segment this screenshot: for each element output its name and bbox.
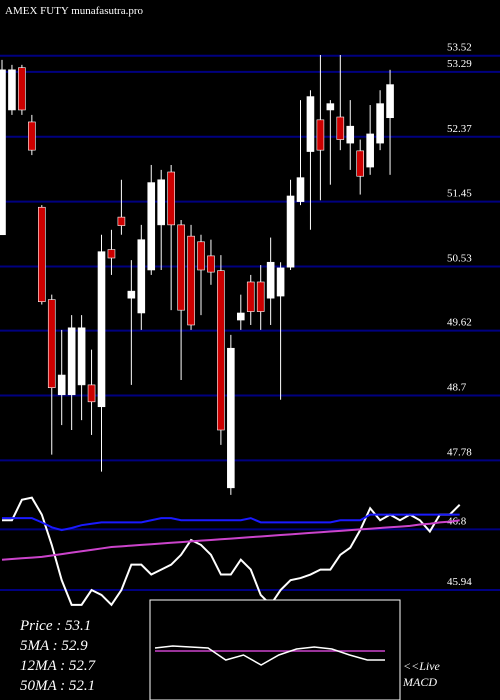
candle-body [0, 69, 6, 236]
candle-body [57, 374, 66, 396]
candle-body [97, 251, 106, 408]
candle-body [28, 121, 36, 151]
legend-entry: Price : 53.1 [19, 618, 91, 634]
y-tick-label: 48.7 [447, 381, 467, 393]
candle-body [147, 182, 156, 271]
candle-body [346, 125, 355, 144]
candle-body [117, 216, 126, 226]
y-tick-label: 53.29 [447, 58, 472, 70]
candle-body [276, 267, 285, 297]
candle-body [246, 281, 255, 312]
y-tick-label: 49.62 [447, 317, 472, 329]
macd-line [154, 645, 385, 666]
candle-body [296, 177, 305, 202]
candle-body [107, 249, 116, 259]
candle-body [8, 69, 16, 111]
candle-body [366, 133, 374, 168]
y-tick-label: 47.78 [447, 446, 472, 458]
y-tick-label: 53.52 [447, 42, 472, 54]
candle-body [187, 235, 195, 326]
candle-body [207, 255, 215, 273]
candle-body [87, 384, 96, 403]
indicator-line [2, 513, 460, 532]
candle-body [47, 299, 56, 389]
candle-body [18, 67, 26, 111]
legend-entry: 5MA : 52.9 [20, 638, 88, 654]
macd-label: MACD [402, 675, 437, 689]
macd-label: <<Live [403, 659, 441, 673]
legend-entry: 50MA : 52.1 [20, 678, 95, 694]
indicator-line [1, 519, 460, 561]
candle-body [227, 347, 235, 489]
y-tick-label: 50.53 [447, 252, 472, 264]
y-tick-label: 51.45 [447, 188, 472, 200]
candle-body [157, 179, 165, 226]
candle-body [266, 261, 275, 299]
candle-body [217, 270, 225, 431]
candle-body [356, 150, 365, 177]
candle-body [336, 116, 345, 140]
legend-entry: 12MA : 52.7 [20, 658, 97, 674]
chart-title: AMEX FUTY munafasutra.pro [5, 5, 143, 17]
candle-body [77, 327, 86, 386]
macd-box [149, 599, 401, 700]
candle-body [316, 119, 325, 151]
candle-body [237, 312, 245, 321]
candle-body [127, 290, 136, 299]
candle-body [256, 281, 265, 312]
candle-body [37, 206, 46, 303]
candle-body [67, 327, 76, 396]
candle-body [286, 195, 295, 268]
y-tick-label: 45.94 [447, 576, 472, 588]
candle-body [376, 103, 384, 144]
indicator-line [2, 496, 461, 607]
y-tick-label: 52.37 [447, 123, 472, 135]
candle-body [177, 224, 185, 311]
candle-body [326, 103, 335, 111]
candle-body [167, 171, 175, 226]
candle-body [197, 241, 205, 271]
candle-body [306, 96, 315, 152]
candle-body [137, 239, 146, 314]
candle-body [386, 84, 394, 119]
